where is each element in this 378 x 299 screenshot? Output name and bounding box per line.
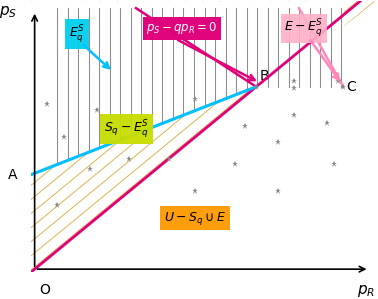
Polygon shape — [31, 1, 344, 175]
Text: $S_q - E_q^S$: $S_q - E_q^S$ — [104, 118, 149, 140]
Text: $p_R$: $p_R$ — [357, 283, 375, 299]
Text: $E - E_q^S$: $E - E_q^S$ — [284, 17, 324, 39]
Text: $p_S$: $p_S$ — [0, 4, 17, 20]
Text: B: B — [259, 69, 269, 83]
Text: O: O — [39, 283, 50, 297]
Text: A: A — [8, 168, 17, 182]
Text: C: C — [347, 80, 356, 94]
Polygon shape — [31, 1, 376, 272]
Text: $U - S_q \cup E$: $U - S_q \cup E$ — [164, 210, 226, 227]
Text: $E_q^S$: $E_q^S$ — [69, 23, 85, 45]
Text: $p_S - qp_R = 0$: $p_S - qp_R = 0$ — [146, 21, 218, 36]
